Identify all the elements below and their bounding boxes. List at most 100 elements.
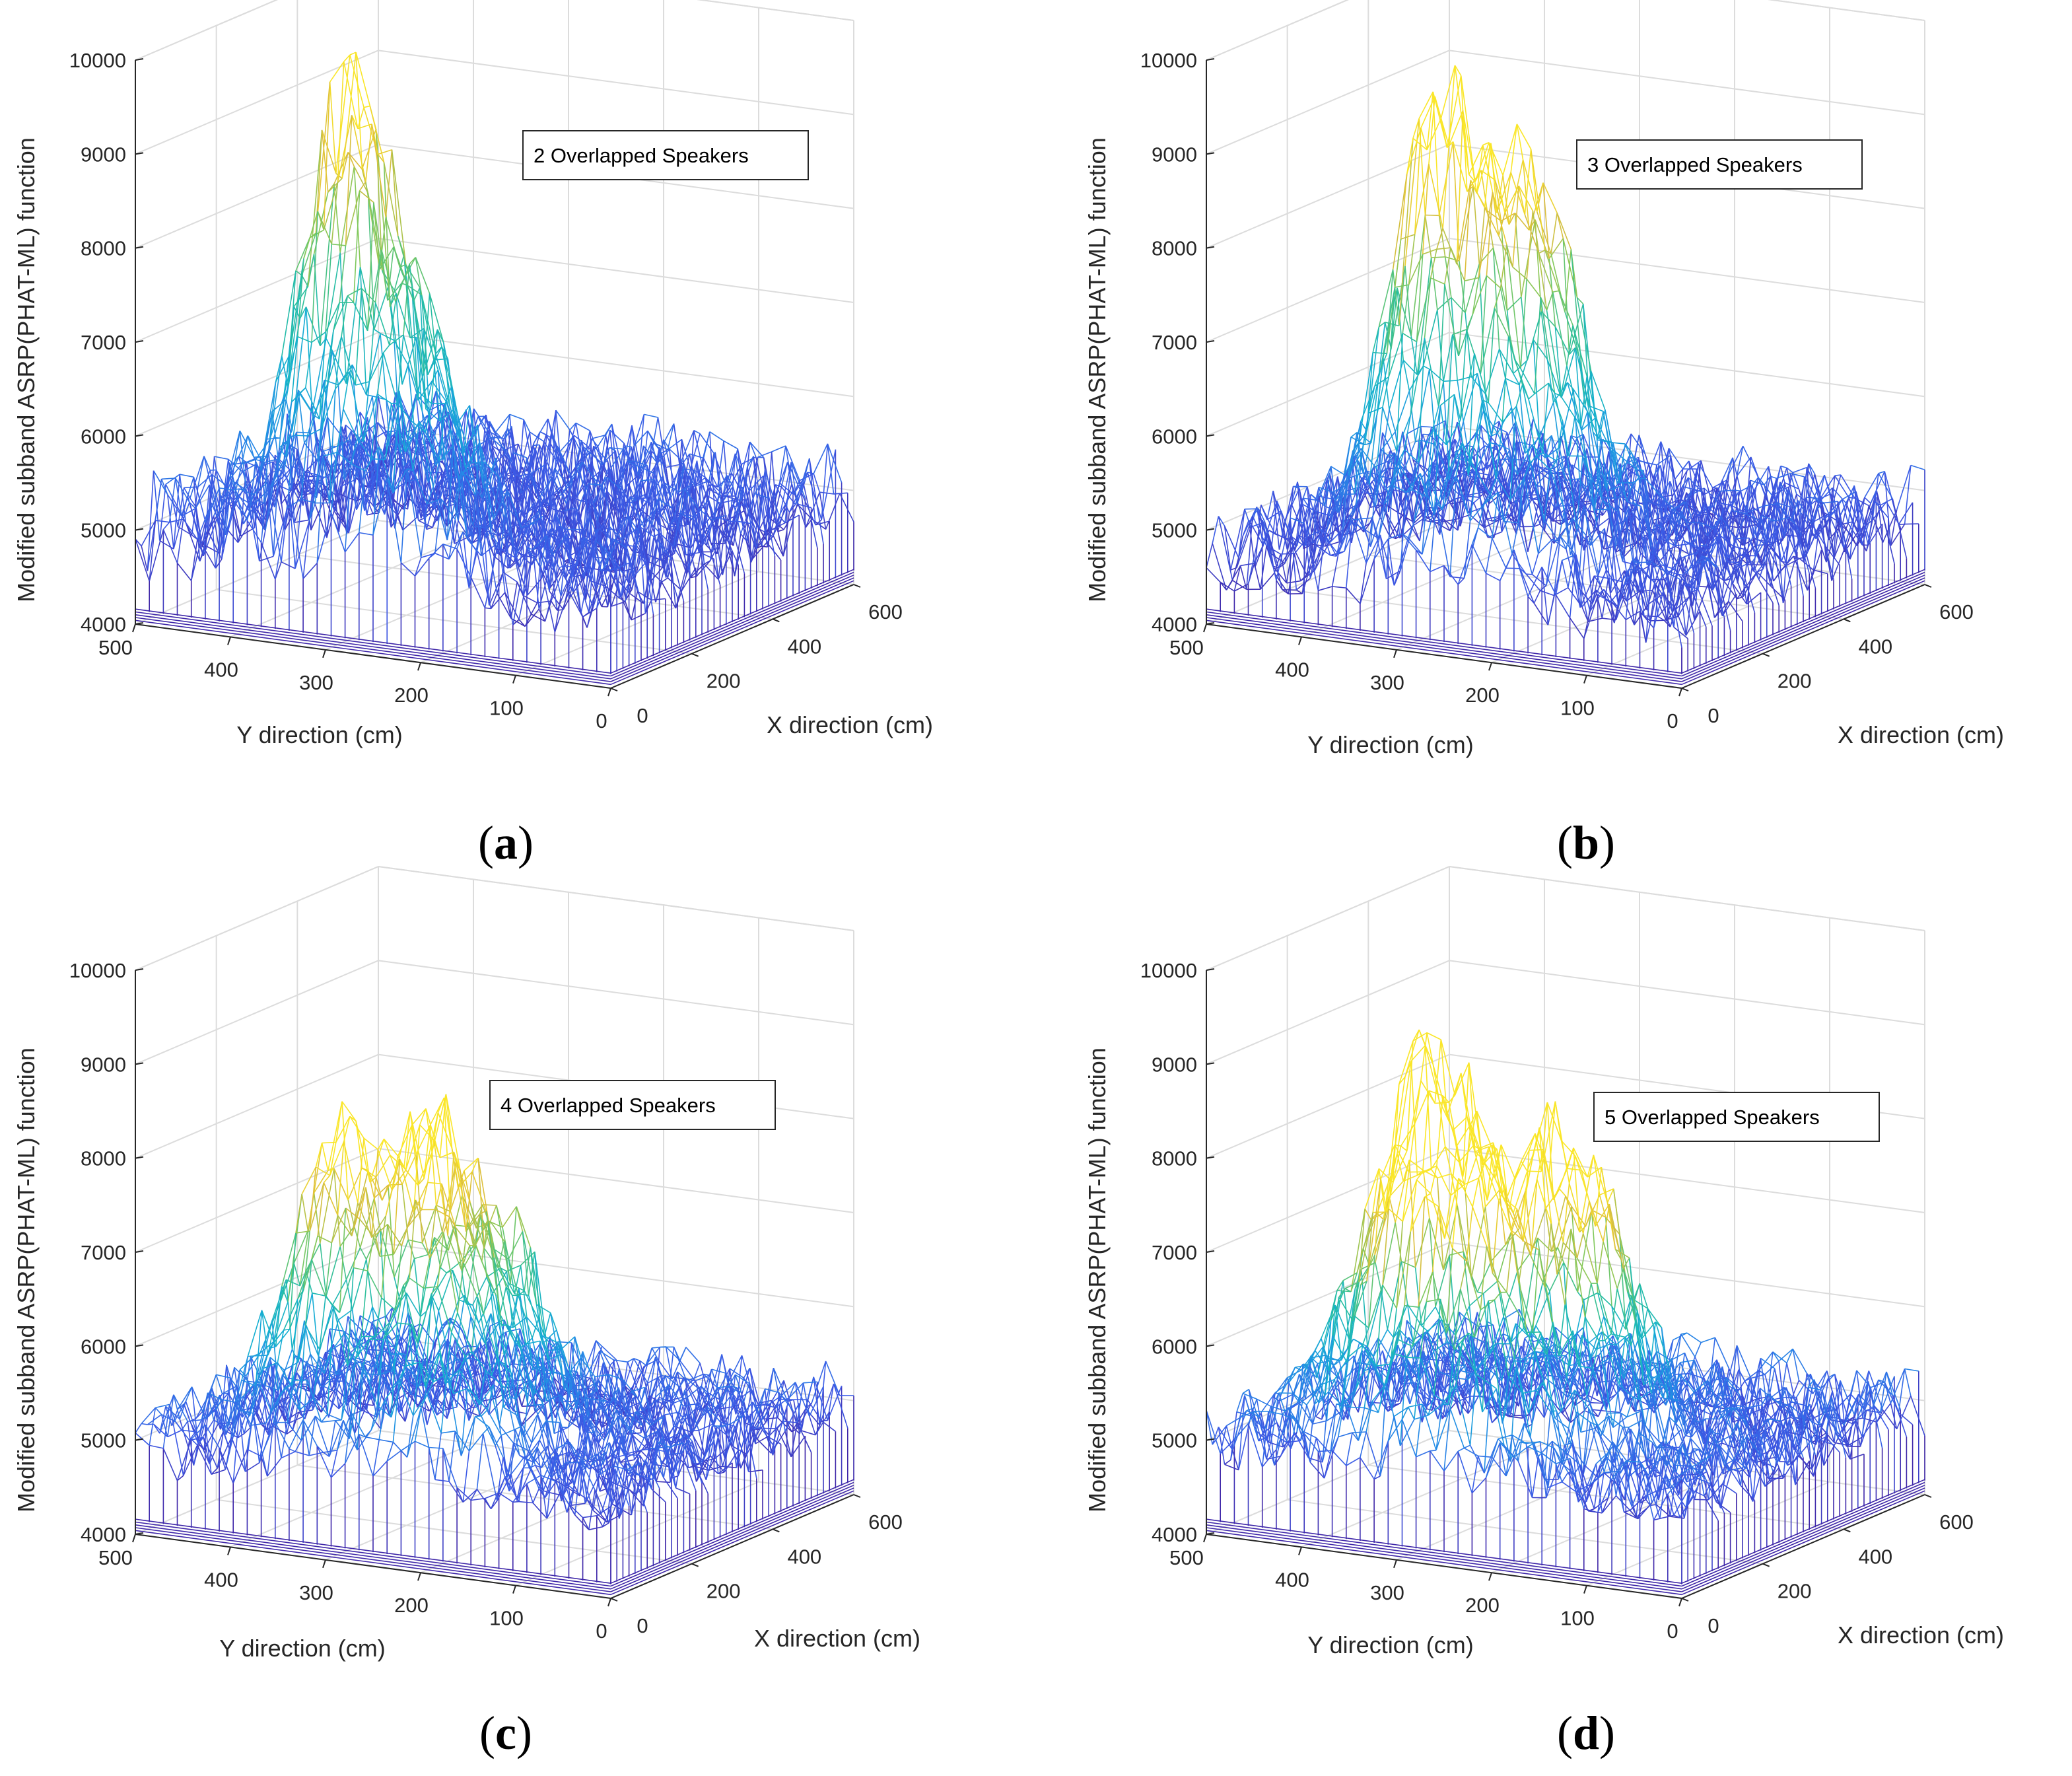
mesh-segment: [777, 483, 792, 532]
mesh-segment: [421, 411, 437, 466]
mesh-segment: [609, 447, 624, 450]
mesh-segment: [710, 532, 725, 561]
mesh-segment: [297, 336, 312, 343]
mesh-segment: [766, 536, 774, 543]
mesh-segment: [591, 434, 606, 439]
mesh-segment: [495, 413, 510, 433]
mesh-segment: [554, 468, 562, 487]
mesh-segment: [631, 612, 646, 621]
mesh-segment: [1735, 537, 1750, 540]
mesh-segment: [654, 473, 670, 518]
mesh-segment: [839, 493, 854, 522]
mesh-segment: [448, 411, 463, 462]
mesh-segment: [436, 329, 452, 387]
mesh-segment: [582, 446, 590, 453]
mesh-segment: [661, 577, 668, 583]
mesh-segment: [1864, 497, 1871, 504]
mesh-segment: [442, 417, 458, 513]
mesh-segment: [550, 446, 558, 509]
mesh-segment: [495, 431, 502, 439]
mesh-segment: [802, 482, 818, 548]
mesh-segment: [736, 520, 751, 524]
mesh-segment: [382, 497, 397, 515]
mesh-segment: [697, 483, 712, 514]
panel-b: 4000500060007000800090001000001002003004…: [1084, 0, 2004, 869]
mesh-segment: [329, 61, 345, 83]
mesh-segment: [599, 435, 607, 472]
mesh-segment: [221, 459, 229, 506]
gridline-y-floor: [230, 532, 474, 638]
mesh-segment: [289, 270, 296, 355]
mesh-segment: [289, 432, 297, 491]
mesh-segment: [699, 536, 707, 553]
gridline-z-back: [378, 332, 854, 398]
mesh-segment: [691, 508, 699, 556]
mesh-segment: [289, 443, 305, 491]
mesh-segment: [394, 457, 401, 529]
mesh-segment: [738, 503, 745, 507]
mesh-segment: [388, 435, 395, 468]
z-tick-label: 10000: [69, 49, 126, 72]
mesh-segment: [707, 495, 722, 505]
mesh-segment: [647, 536, 655, 569]
mesh-segment: [413, 429, 429, 483]
mesh-segment: [667, 423, 675, 450]
mesh-segment: [588, 483, 603, 486]
mesh-segment: [742, 487, 757, 550]
y-tick-mark: [607, 688, 611, 697]
mesh-segment: [790, 462, 798, 505]
mesh-segment: [534, 418, 549, 443]
mesh-segment: [320, 184, 335, 346]
mesh-segment: [386, 400, 394, 491]
mesh-segment: [763, 476, 778, 528]
mesh-segment: [358, 443, 365, 511]
mesh-segment: [135, 614, 611, 680]
mesh-segment: [509, 413, 524, 421]
mesh-segment: [331, 350, 339, 385]
mesh-segment: [165, 483, 172, 497]
mesh-segment: [625, 601, 632, 621]
mesh-segment: [429, 402, 444, 411]
mesh-segment: [1431, 256, 1445, 258]
mesh-segment: [135, 608, 611, 674]
mesh-segment: [527, 502, 543, 537]
mesh-segment: [530, 489, 537, 549]
mesh-segment: [687, 534, 703, 571]
mesh-segment: [610, 575, 854, 680]
y-tick-mark: [227, 637, 231, 645]
mesh-segment: [562, 469, 577, 494]
mesh-segment: [302, 562, 318, 579]
mesh-segment: [1824, 501, 1838, 504]
mesh-segment: [329, 82, 337, 174]
y-axis-label: Y direction (cm): [236, 721, 402, 748]
mesh-segment: [722, 499, 738, 503]
mesh-segment: [490, 593, 498, 609]
mesh-segment: [796, 482, 804, 505]
z-tick-label: 7000: [81, 331, 126, 354]
y-tick-mark: [322, 649, 326, 658]
mesh-segment: [329, 446, 345, 481]
mesh-segment: [540, 468, 555, 507]
mesh-segment: [1792, 466, 1807, 474]
x-tick-mark: [772, 618, 780, 623]
mesh-segment: [749, 475, 764, 491]
mesh-segment: [651, 598, 666, 601]
mesh-segment: [569, 429, 584, 458]
mesh-segment: [1505, 378, 1512, 408]
mesh-segment: [645, 517, 661, 534]
y-tick-label: 300: [299, 671, 333, 694]
mesh-segment: [545, 431, 553, 508]
mesh-segment: [434, 476, 449, 510]
mesh-segment: [370, 463, 378, 481]
mesh-segment: [339, 252, 347, 384]
mesh-segment: [342, 441, 357, 510]
mesh-segment: [764, 470, 772, 530]
mesh-segment: [366, 394, 373, 397]
mesh-segment: [238, 456, 246, 462]
mesh-segment: [483, 421, 491, 499]
mesh-segment: [504, 443, 519, 451]
mesh-segment: [797, 503, 812, 509]
mesh-segment: [1469, 514, 1485, 528]
mesh-segment: [446, 453, 454, 499]
mesh-segment: [561, 511, 569, 557]
